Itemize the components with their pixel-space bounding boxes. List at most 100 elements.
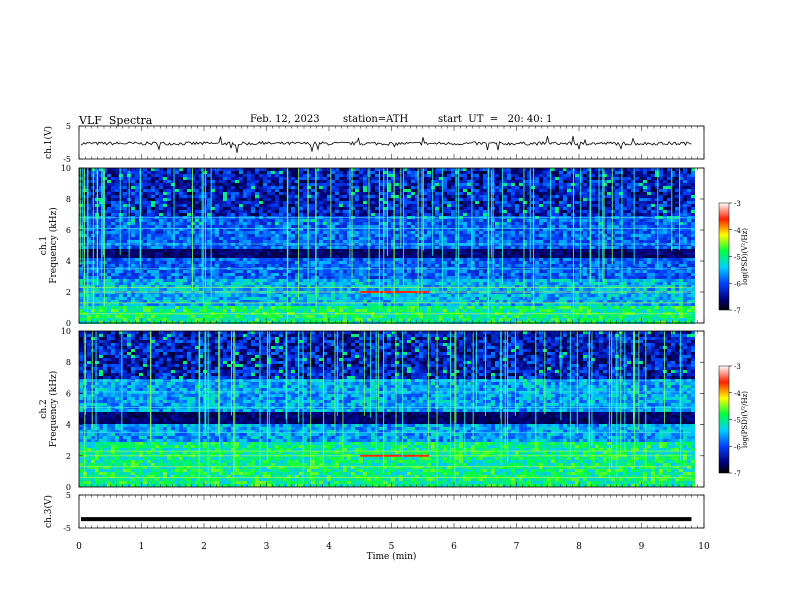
spectrogram-cell <box>159 246 163 249</box>
spectrogram-cell <box>303 183 307 186</box>
spectrogram-cell <box>611 213 615 216</box>
spectrogram-cell <box>299 198 303 201</box>
spectrogram-cell <box>359 258 363 261</box>
spectrogram-cell <box>231 192 235 195</box>
spectrogram-cell <box>331 252 335 255</box>
spectrogram-cell <box>187 195 191 198</box>
spectrogram-cell <box>215 174 219 177</box>
spectrogram-cell <box>435 180 439 183</box>
spectrogram-cell <box>123 177 127 180</box>
spectrogram-cell <box>219 213 223 216</box>
spectrogram-cell <box>263 231 267 234</box>
spectrogram-cell <box>651 207 655 210</box>
spectrogram-cell <box>179 246 183 249</box>
spectrogram-cell <box>247 192 251 195</box>
spectrogram-cell <box>207 210 211 213</box>
spectrogram-cell <box>651 183 655 186</box>
spectrogram-cell <box>207 186 211 189</box>
spectrogram-cell <box>615 189 619 192</box>
spectrogram-cell <box>667 204 671 207</box>
spectrogram-cell <box>275 237 279 240</box>
spectrogram-cell <box>567 192 571 195</box>
spectrogram-cell <box>463 207 467 210</box>
spectrogram-cell <box>583 240 587 243</box>
spectrogram-cell <box>507 204 511 207</box>
spectrogram-cell <box>623 252 627 255</box>
spectrogram-cell <box>567 246 571 249</box>
spectrogram-cell <box>659 198 663 201</box>
spectrogram-cell <box>559 252 563 255</box>
spectrogram-cell <box>267 189 271 192</box>
spectrogram-cell <box>635 207 639 210</box>
spectrogram-cell <box>143 189 147 192</box>
spectrogram-cell <box>495 204 499 207</box>
spectrogram-cell <box>283 240 287 243</box>
spectrogram-cell <box>503 180 507 183</box>
spectrogram-cell <box>651 192 655 195</box>
spectrogram-cell <box>535 183 539 186</box>
spectrogram-cell <box>627 204 631 207</box>
spectrogram-cell <box>583 258 587 261</box>
spectrogram-cell <box>551 219 555 222</box>
spectrogram-cell <box>179 192 183 195</box>
spectrogram-cell <box>443 177 447 180</box>
spectrogram-cell <box>111 231 115 234</box>
spectrogram-cell <box>147 222 151 225</box>
spectrogram-cell <box>655 171 659 174</box>
spectrogram-cell <box>575 225 579 228</box>
spectrogram-cell <box>375 192 379 195</box>
spectrogram-cell <box>539 249 543 252</box>
spectrogram-cell <box>339 225 343 228</box>
spectrogram-cell <box>459 180 463 183</box>
spectrogram-cell <box>263 201 267 204</box>
spectrogram-cell <box>687 189 691 192</box>
spectrogram-cell <box>411 177 415 180</box>
spectrogram-cell <box>163 231 167 234</box>
spectrogram-cell <box>275 201 279 204</box>
spectrogram-cell <box>483 210 487 213</box>
spectrogram-cell <box>355 210 359 213</box>
spectrogram-cell <box>683 174 687 177</box>
spectrogram-cell <box>483 231 487 234</box>
spectrogram-cell <box>555 258 559 261</box>
spectrogram-cell <box>107 261 111 264</box>
spectrogram-cell <box>611 240 615 243</box>
spectrogram-cell <box>475 186 479 189</box>
spectrogram-cell <box>483 219 487 222</box>
spectrogram-cell <box>691 231 695 234</box>
spectrogram-cell <box>267 240 271 243</box>
spectrogram-cell <box>447 195 451 198</box>
spectrogram-cell <box>187 198 191 201</box>
spectrogram-cell <box>563 237 567 240</box>
spectrogram-cell <box>651 225 655 228</box>
spectrogram-cell <box>531 177 535 180</box>
spectrogram-cell <box>435 189 439 192</box>
spectrogram-cell <box>667 237 671 240</box>
spectrogram-cell <box>443 198 447 201</box>
spectrogram-cell <box>459 234 463 237</box>
spectrogram-cell <box>359 255 363 258</box>
spectrogram-cell <box>131 189 135 192</box>
spectrogram-cell <box>611 222 615 225</box>
spectrogram-cell <box>155 246 159 249</box>
spectrogram-cell <box>355 183 359 186</box>
spectrogram-cell <box>535 195 539 198</box>
spectrogram-cell <box>687 219 691 222</box>
spectrogram-cell <box>435 234 439 237</box>
spectrogram-cell <box>691 237 695 240</box>
spectrogram-cell <box>239 183 243 186</box>
spectrogram-cell <box>107 237 111 240</box>
spectrogram-cell <box>167 171 171 174</box>
spectrogram-cell <box>311 198 315 201</box>
spectrogram-cell <box>227 195 231 198</box>
spectrogram-cell <box>435 246 439 249</box>
spectrogram-cell <box>551 255 555 258</box>
spectrogram-cell <box>255 225 259 228</box>
spectrogram-cell <box>251 246 255 249</box>
spectrogram-cell <box>563 198 567 201</box>
spectrogram-cell <box>615 225 619 228</box>
spectrogram-cell <box>143 252 147 255</box>
spectrogram-cell <box>215 204 219 207</box>
spectrogram-cell <box>483 225 487 228</box>
spectrogram-cell <box>475 252 479 255</box>
